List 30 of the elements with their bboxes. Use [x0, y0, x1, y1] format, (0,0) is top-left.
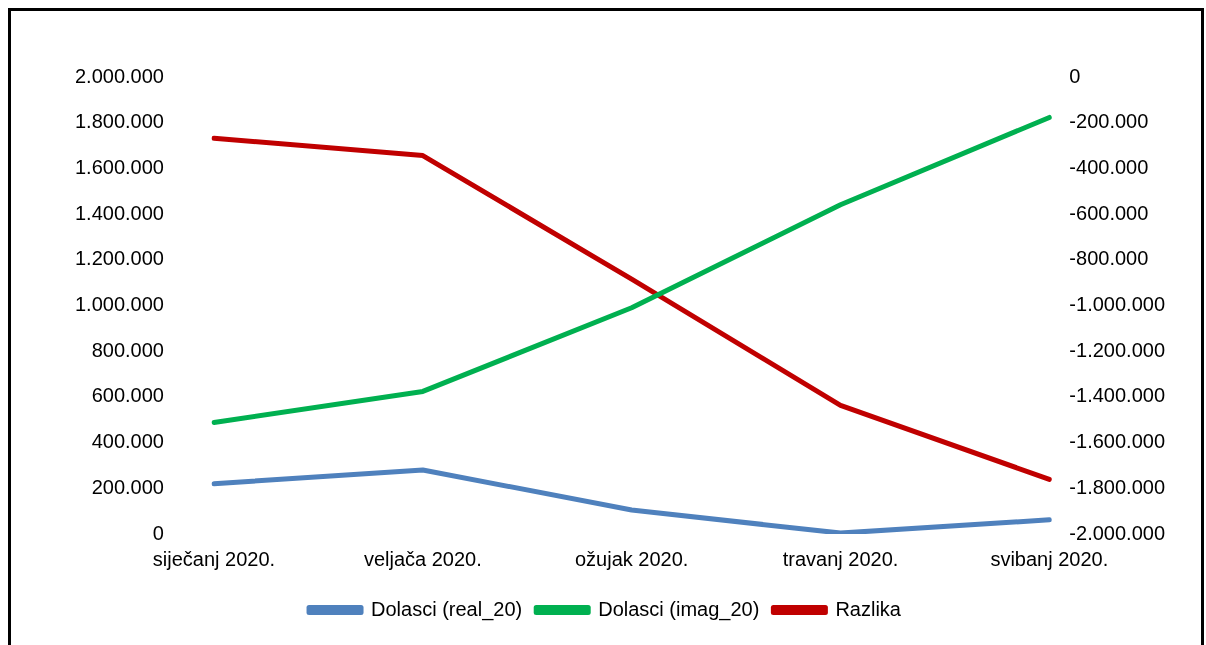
y2-tick-label: -1.000.000 — [1069, 293, 1166, 316]
y2-tick-label: -1.800.000 — [1069, 475, 1166, 498]
y2-tick-label: -1.400.000 — [1069, 384, 1166, 407]
y2-tick-label: -1.200.000 — [1069, 338, 1166, 361]
legend-label: Dolasci (imag_20) — [598, 597, 760, 621]
legend-label: Dolasci (real_20) — [371, 597, 523, 621]
y2-tick-label: -600.000 — [1069, 201, 1149, 224]
y2-tick-label: 0 — [1069, 64, 1081, 87]
x-tick-label: travanj 2020. — [782, 547, 899, 570]
x-tick-label: svibanj 2020. — [990, 547, 1109, 570]
y-tick-label: 1.800.000 — [74, 110, 164, 133]
y-tick-label: 1.400.000 — [74, 201, 164, 224]
y-tick-label: 200.000 — [91, 475, 164, 498]
y-tick-label: 1.200.000 — [74, 247, 164, 270]
y2-tick-label: -200.000 — [1069, 110, 1149, 133]
legend-label: Razlika — [835, 597, 902, 620]
y-tick-label: 1.000.000 — [74, 293, 164, 316]
y2-tick-label: -800.000 — [1069, 247, 1149, 270]
y-tick-label: 400.000 — [91, 430, 164, 453]
y-tick-label: 600.000 — [91, 384, 164, 407]
y2-tick-label: -400.000 — [1069, 155, 1149, 178]
x-tick-label: siječanj 2020. — [152, 547, 276, 570]
x-tick-label: veljača 2020. — [363, 547, 482, 570]
x-tick-label: ožujak 2020. — [574, 547, 689, 570]
y-tick-label: 1.600.000 — [74, 155, 164, 178]
y2-tick-label: -1.600.000 — [1069, 430, 1166, 453]
y2-tick-label: -2.000.000 — [1069, 521, 1166, 544]
y-tick-label: 0 — [152, 521, 164, 544]
y-tick-label: 2.000.000 — [74, 64, 164, 87]
y-tick-label: 800.000 — [91, 338, 164, 361]
